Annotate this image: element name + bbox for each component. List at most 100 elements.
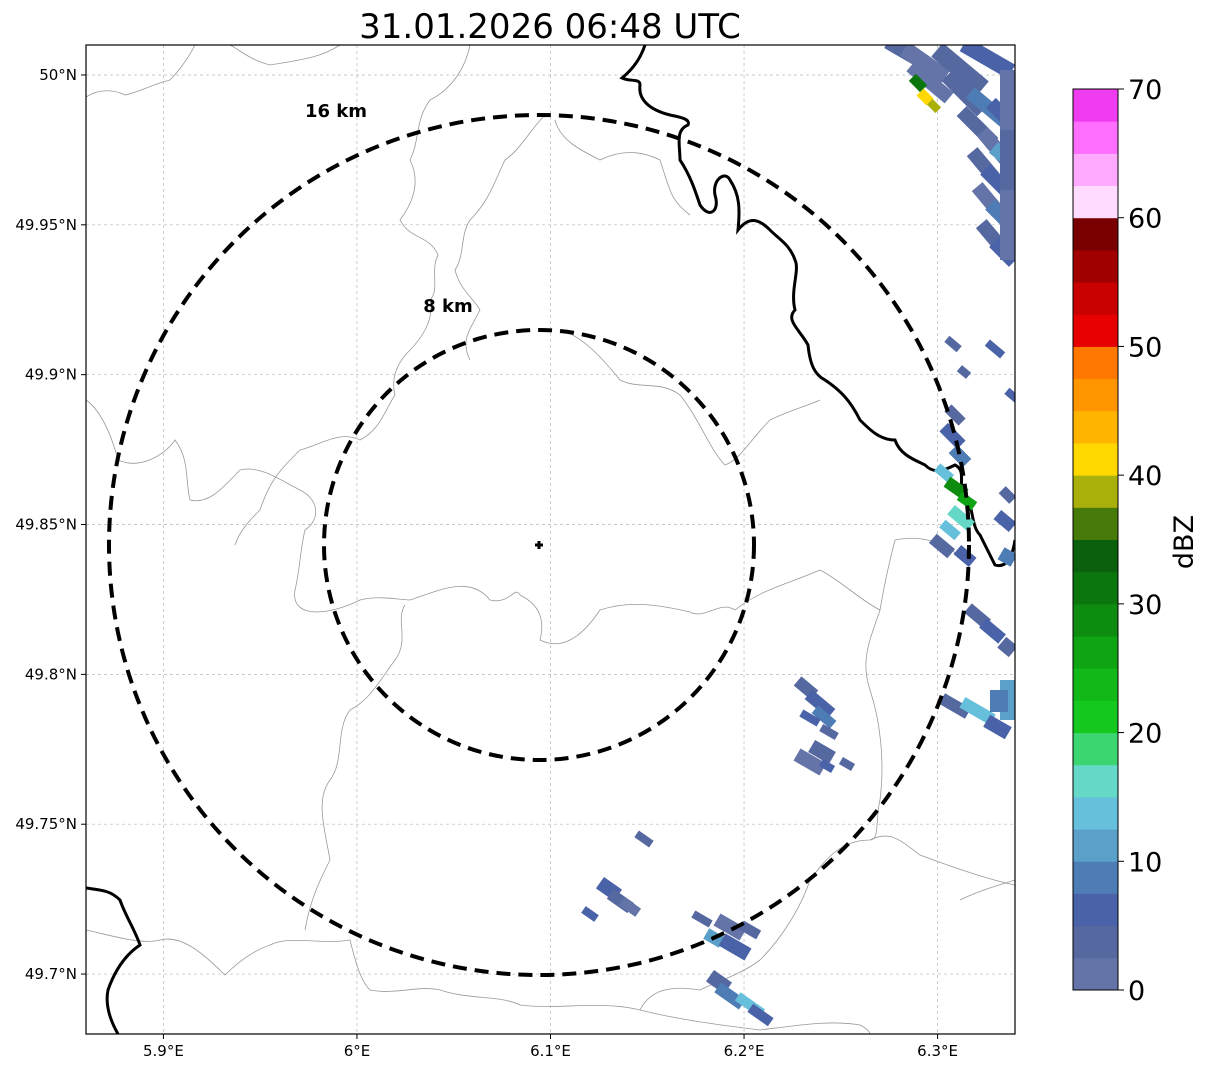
echo-cell — [993, 509, 1015, 533]
colorbar-segment — [1073, 668, 1118, 701]
echo-cell — [799, 709, 821, 727]
boundary-line — [819, 569, 883, 841]
boundary-line — [86, 399, 411, 613]
latitude-tick-label: 49.75°N — [15, 815, 77, 833]
echo-cell — [953, 544, 977, 568]
colorbar-segment — [1073, 346, 1118, 380]
longitude-tick-label: 6.1°E — [530, 1042, 571, 1060]
boundary-line — [559, 329, 821, 466]
echo-cell — [906, 60, 954, 104]
echo-cell — [808, 739, 836, 765]
boundary-line — [454, 114, 546, 361]
echo-cell — [618, 897, 642, 917]
colorbar-segment — [1073, 89, 1118, 122]
echo-cell — [581, 906, 599, 922]
colorbar-segment — [1073, 829, 1118, 862]
colorbar-unit-label: dBZ — [1169, 515, 1200, 569]
border-line — [86, 886, 142, 1034]
range-rings — [107, 113, 971, 977]
echo-cell — [793, 748, 827, 776]
boundary-line — [86, 45, 196, 98]
boundary-line — [959, 879, 1015, 901]
echo-cell — [998, 486, 1015, 504]
colorbar-segment — [1073, 893, 1118, 927]
colorbar-segment — [1073, 796, 1118, 830]
boundary-line — [554, 119, 691, 216]
echo-cell — [691, 910, 713, 928]
echo-cell — [933, 463, 955, 483]
longitude-tick-label: 5.9°E — [143, 1042, 184, 1060]
boundary-line — [759, 1022, 871, 1034]
echo-cell — [959, 45, 1015, 79]
boundary-line — [234, 45, 471, 546]
echo-cell — [804, 689, 836, 719]
colorbar: 0 10 20 30 40 50 60 70 — [1072, 75, 1162, 1007]
longitude-tick-label: 6°E — [344, 1042, 371, 1060]
latitude-tick-label: 49.9°N — [25, 366, 77, 384]
colorbar-segment — [1073, 507, 1118, 540]
echo-cell — [959, 697, 996, 725]
echo-cell — [990, 690, 1008, 712]
boundary-line — [229, 45, 341, 66]
echo-cell — [1000, 190, 1015, 260]
echo-cell — [931, 45, 989, 96]
colorbar-tick-label: 40 — [1128, 461, 1162, 492]
echo-cell — [956, 491, 978, 511]
echo-cell — [979, 618, 1006, 644]
colorbar-tick-label: 20 — [1128, 719, 1162, 750]
echo-cell — [916, 88, 934, 106]
echo-cell — [908, 73, 928, 93]
colorbar-segment — [1073, 185, 1118, 219]
latitude-tick-label: 50°N — [39, 66, 77, 84]
colorbar-segment — [1073, 925, 1118, 959]
echo-cell — [811, 705, 837, 729]
colorbar-tick-label: 0 — [1128, 976, 1145, 1007]
colorbar-segment — [1073, 732, 1118, 766]
echo-cell — [997, 636, 1015, 658]
echo-cell — [956, 365, 972, 379]
colorbar-tick-label: 60 — [1128, 204, 1162, 235]
colorbar-segment — [1073, 700, 1118, 734]
colorbar-segment — [1073, 314, 1118, 347]
latitude-tick-label: 49.85°N — [15, 516, 77, 534]
colorbar-tick-label: 30 — [1128, 590, 1162, 621]
colorbar-segment — [1073, 121, 1118, 154]
colorbar-tick-label: 10 — [1128, 847, 1162, 878]
echo-cell — [939, 519, 961, 541]
echo-cell — [747, 1003, 774, 1027]
echo-cell — [899, 45, 951, 84]
boundary-line — [86, 929, 761, 1031]
echo-cell — [1000, 130, 1015, 190]
colorbar-segment — [1073, 153, 1118, 187]
colorbar-segment — [1073, 861, 1118, 894]
boundary-line — [304, 604, 406, 931]
echo-cell — [718, 933, 752, 961]
national-border — [86, 45, 1015, 1034]
range-ring-16km — [107, 113, 971, 977]
echo-cell — [939, 693, 971, 719]
colorbar-segment — [1073, 217, 1118, 251]
echo-cell — [939, 422, 966, 450]
colorbar-segment — [1073, 475, 1118, 508]
latitude-tick-label: 49.7°N — [25, 965, 77, 983]
echo-cell — [838, 757, 856, 771]
echo-cell — [983, 714, 1012, 740]
border-line — [619, 45, 1015, 568]
echo-cell — [714, 982, 746, 1010]
colorbar-segment — [1073, 636, 1118, 669]
colorbar-segment — [1073, 442, 1118, 476]
colorbar-segment — [1073, 249, 1118, 283]
map-title: 31.01.2026 06:48 UTC — [359, 7, 741, 47]
longitude-tick-label: 6.2°E — [724, 1042, 765, 1060]
echo-cell — [948, 444, 972, 468]
echo-cell — [928, 533, 956, 559]
echo-cell — [818, 759, 836, 773]
radar-echoes — [581, 45, 1015, 1027]
colorbar-segment — [1073, 539, 1118, 573]
echo-cell — [1000, 70, 1015, 130]
echo-cell — [926, 98, 942, 114]
colorbar-tick-label: 50 — [1128, 332, 1162, 363]
colorbar-segment — [1073, 603, 1118, 637]
colorbar-segment — [1073, 378, 1118, 412]
